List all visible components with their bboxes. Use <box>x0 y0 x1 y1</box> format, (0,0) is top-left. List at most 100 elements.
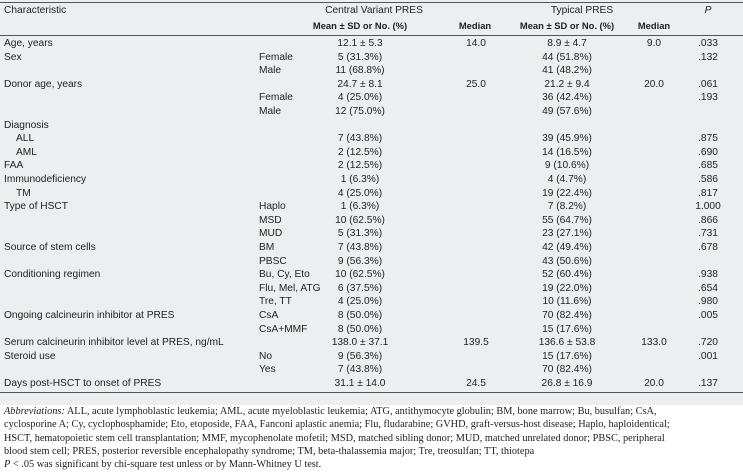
central-mean-cell: 7 (43.8%) <box>337 364 383 376</box>
characteristic-cell: Steroid use <box>4 350 56 362</box>
p-value-cell: .586 <box>698 174 718 185</box>
characteristic-cell: FAA <box>4 160 24 172</box>
p-value-cell: .685 <box>698 160 718 172</box>
top-rule <box>0 2 743 3</box>
subheader-mean-typical: Mean ± SD or No. (%) <box>519 20 615 31</box>
subgroup-cell: Bu, Cy, Eto <box>259 269 310 281</box>
p-value-cell: .938 <box>698 269 718 281</box>
central-mean-cell: 10 (62.5%) <box>335 269 385 281</box>
typical-mean-cell: 7 (8.2%) <box>547 201 587 213</box>
central-mean-cell: 5 (31.3%) <box>337 228 383 240</box>
typical-mean-cell: 4 (4.7%) <box>547 174 587 185</box>
abbreviations-line-3: HSCT, hematopoietic stem cell transplant… <box>4 432 665 444</box>
p-value-cell: .720 <box>698 337 718 349</box>
p-value-cell: .033 <box>698 38 718 49</box>
p-value-cell: .980 <box>698 296 718 308</box>
subgroup-cell: Yes <box>259 364 276 376</box>
typical-mean-cell: 52 (60.4%) <box>542 269 592 281</box>
central-median-cell: 24.5 <box>466 378 486 389</box>
p-value-cell: .690 <box>698 146 718 158</box>
subgroup-cell: Male <box>259 106 282 117</box>
p-value-cell: .678 <box>698 242 718 253</box>
p-value-cell: .654 <box>698 282 718 294</box>
central-mean-cell: 7 (43.8%) <box>337 242 383 253</box>
central-mean-cell: 4 (25.0%) <box>337 92 383 104</box>
typical-mean-cell: 39 (45.9%) <box>542 133 592 145</box>
subgroup-cell: PBSC <box>259 255 287 267</box>
central-mean-cell: 31.1 ± 14.0 <box>334 378 386 389</box>
p-value-cell: .193 <box>698 92 718 104</box>
subgroup-cell: Female <box>259 51 293 63</box>
subgroup-cell: CsA+MMF <box>259 323 308 335</box>
characteristic-cell: Ongoing calcineurin inhibitor at PRES <box>4 310 175 321</box>
typical-mean-cell: 26.8 ± 16.9 <box>541 378 593 389</box>
central-mean-cell: 6 (37.5%) <box>337 282 383 294</box>
central-mean-cell: 9 (56.3%) <box>337 255 383 267</box>
subgroup-cell: Flu, Mel, ATG <box>259 282 321 294</box>
subgroup-cell: MSD <box>259 214 282 226</box>
central-mean-cell: 12 (75.0%) <box>335 106 385 117</box>
central-mean-cell: 24.7 ± 8.1 <box>337 78 383 90</box>
abbreviations-line-2: cyclosporine A; Cy, cyclophosphamide; Et… <box>4 419 670 431</box>
central-median-cell: 25.0 <box>466 78 486 90</box>
subgroup-cell: Male <box>259 65 282 77</box>
typical-mean-cell: 10 (11.6%) <box>542 296 592 308</box>
header-p: P <box>704 5 712 16</box>
typical-mean-cell: 19 (22.0%) <box>542 282 592 294</box>
subgroup-cell: BM <box>259 242 275 253</box>
central-mean-cell: 7 (43.8%) <box>337 133 383 145</box>
central-mean-cell: 4 (25.0%) <box>337 187 383 199</box>
header-rule <box>0 35 743 36</box>
characteristic-cell: Diagnosis <box>4 119 49 131</box>
characteristic-cell: Age, years <box>4 38 53 49</box>
typical-mean-cell: 41 (48.2%) <box>542 65 592 77</box>
central-mean-cell: 5 (31.3%) <box>337 51 383 63</box>
typical-mean-cell: 15 (17.6%) <box>542 350 592 362</box>
header-central-variant: Central Variant PRES <box>325 5 423 16</box>
header-typical: Typical PRES <box>550 5 614 16</box>
central-mean-cell: 9 (56.3%) <box>337 350 383 362</box>
typical-mean-cell: 14 (16.5%) <box>542 146 592 158</box>
typical-mean-cell: 8.9 ± 4.7 <box>547 38 587 49</box>
abbreviations-line-1: ALL, acute lymphoblastic leukemia; AML, … <box>66 406 657 417</box>
subgroup-cell: MUD <box>259 228 283 240</box>
characteristic-cell: Source of stem cells <box>4 242 96 253</box>
typical-mean-cell: 36 (42.4%) <box>542 92 592 104</box>
subgroup-cell: Haplo <box>259 201 286 213</box>
abbreviations-line-4: blood stem cell; PRES, posterior reversi… <box>4 445 535 457</box>
characteristic-cell: AML <box>16 146 37 158</box>
characteristic-cell: Sex <box>4 51 22 63</box>
characteristic-cell: Conditioning regimen <box>4 269 101 281</box>
central-mean-cell: 4 (25.0%) <box>337 296 383 308</box>
p-value-cell: .137 <box>698 378 718 389</box>
central-mean-cell: 8 (50.0%) <box>337 323 383 335</box>
typical-mean-cell: 43 (50.6%) <box>542 255 592 267</box>
typical-median-cell: 20.0 <box>644 378 664 389</box>
subgroup-cell: Female <box>259 92 293 104</box>
characteristic-cell: ALL <box>16 133 35 145</box>
p-value-cell: .875 <box>698 133 718 145</box>
typical-mean-cell: 9 (10.6%) <box>544 160 590 172</box>
subgroup-cell: No <box>259 350 273 362</box>
typical-mean-cell: 15 (17.6%) <box>542 323 592 335</box>
subheader-median-typical: Median <box>637 20 671 31</box>
central-mean-cell: 1 (6.3%) <box>340 174 380 185</box>
typical-median-cell: 9.0 <box>646 38 662 49</box>
typical-mean-cell: 44 (51.8%) <box>542 51 592 63</box>
central-mean-cell: 11 (68.8%) <box>335 65 385 77</box>
p-value-cell: .731 <box>698 228 718 240</box>
central-mean-cell: 138.0 ± 37.1 <box>331 337 389 349</box>
typical-median-cell: 133.0 <box>641 337 667 349</box>
header-characteristic: Characteristic <box>4 5 67 16</box>
central-mean-cell: 1 (6.3%) <box>340 201 380 213</box>
p-value-cell: 1.000 <box>695 201 721 213</box>
p-value-cell: .005 <box>698 310 718 321</box>
central-mean-cell: 2 (12.5%) <box>337 146 383 158</box>
p-value-cell: .132 <box>698 51 718 63</box>
central-median-cell: 14.0 <box>466 38 486 49</box>
characteristic-cell: Serum calcineurin inhibitor level at PRE… <box>4 337 224 349</box>
subheader-median-central: Median <box>458 20 492 31</box>
subgroup-cell: CsA <box>259 310 279 321</box>
typical-mean-cell: 70 (82.4%) <box>542 364 592 376</box>
characteristic-cell: TM <box>16 187 31 199</box>
